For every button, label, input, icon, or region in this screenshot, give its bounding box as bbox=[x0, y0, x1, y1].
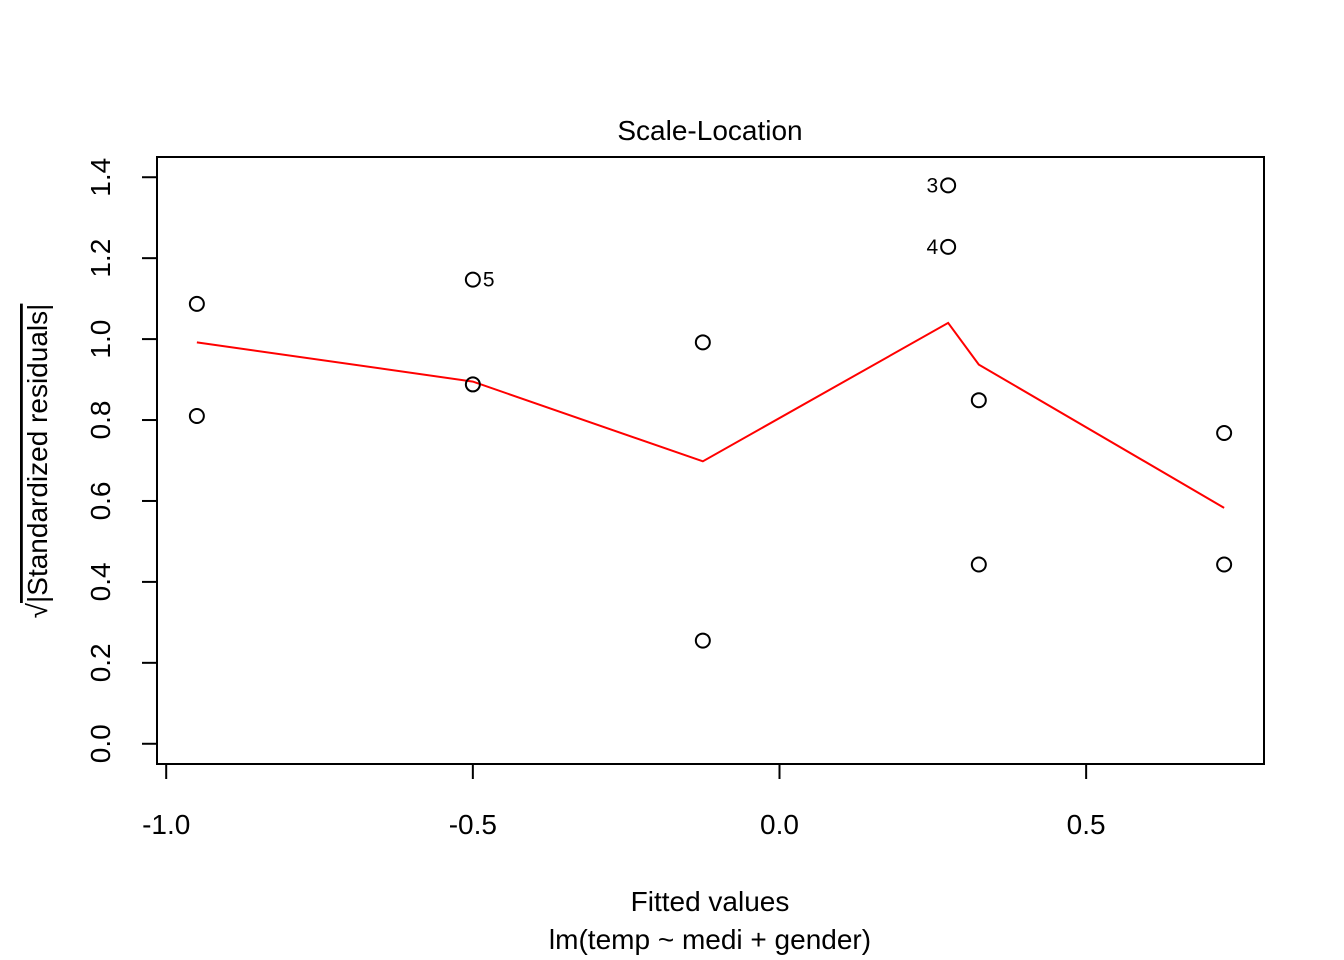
y-tick-label: 0.0 bbox=[85, 724, 116, 763]
y-axis-label: √|Standardized residuals| bbox=[22, 304, 53, 619]
x-tick-label: -1.0 bbox=[142, 809, 190, 840]
x-tick-label: 0.0 bbox=[760, 809, 799, 840]
x-axis: -1.0 -0.5 0.0 0.5 bbox=[142, 763, 1106, 840]
y-tick-label: 1.0 bbox=[85, 320, 116, 359]
x-tick-label: -0.5 bbox=[449, 809, 497, 840]
chart-title: Scale-Location bbox=[617, 115, 802, 146]
x-tick-label: 0.5 bbox=[1067, 809, 1106, 840]
y-axis: 0.0 0.2 0.4 0.6 0.8 1.0 1.2 1.4 bbox=[85, 158, 158, 763]
y-tick-label: 0.4 bbox=[85, 562, 116, 601]
y-tick-label: 0.6 bbox=[85, 481, 116, 520]
svg-text:√|Standardized residuals|: √|Standardized residuals| bbox=[22, 304, 53, 619]
y-tick-label: 0.2 bbox=[85, 643, 116, 682]
data-point bbox=[1216, 424, 1233, 441]
point-label: 4 bbox=[926, 236, 938, 259]
y-axis-label-radical: √ bbox=[22, 602, 53, 618]
data-point bbox=[694, 632, 711, 649]
y-tick-label: 1.4 bbox=[85, 158, 116, 197]
data-point bbox=[970, 556, 987, 573]
data-point bbox=[188, 295, 205, 312]
data-point bbox=[188, 407, 205, 424]
x-axis-label: Fitted values bbox=[631, 886, 790, 917]
data-points: 5 3 4 bbox=[188, 174, 1233, 649]
data-point bbox=[694, 334, 711, 351]
data-point bbox=[940, 238, 957, 255]
point-label: 5 bbox=[483, 269, 495, 292]
data-point bbox=[464, 376, 481, 393]
y-tick-label: 1.2 bbox=[85, 239, 116, 278]
data-point bbox=[970, 392, 987, 409]
point-label: 3 bbox=[926, 174, 938, 197]
data-point bbox=[464, 271, 481, 288]
data-point bbox=[940, 177, 957, 194]
y-tick-label: 0.8 bbox=[85, 401, 116, 440]
x-axis-sublabel: lm(temp ~ medi + gender) bbox=[549, 924, 871, 955]
y-axis-label-text: |Standardized residuals| bbox=[22, 304, 53, 603]
smoothed-trend-line bbox=[196, 321, 1225, 509]
data-point bbox=[1216, 556, 1233, 573]
